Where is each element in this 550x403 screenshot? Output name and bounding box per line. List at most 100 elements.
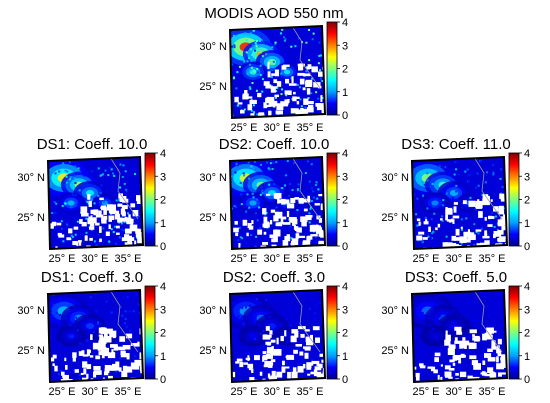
colorbar [326,21,338,116]
panel-title: DS2: Coeff. 10.0 [219,136,330,153]
map-panel-6: DS2: Coeff. 3.0 30° N 25° N 25° E 30° E 35° E… [182,266,365,400]
map-svg: DS3: Coeff. 5.0 30° N 25° N 25° E 30° E 35° E… [381,269,530,398]
lon-tick: 25° E [412,386,439,398]
map-panel-7: DS3: Coeff. 5.0 30° N 25° N 25° E 30° E 35° E… [364,266,547,400]
panel-title: DS3: Coeff. 5.0 [405,269,507,286]
map-border [410,155,509,251]
colorbar-tick: 4 [524,281,530,293]
aod-field [412,290,507,382]
lat-tick: 25° N [381,212,409,224]
lat-tick: 25° N [17,345,45,357]
colorbar-tick: 2 [524,195,530,207]
colorbar [508,285,520,380]
lat-tick: 30° N [381,172,409,184]
lon-tick: 25° E [230,253,257,265]
panel-title: DS1: Coeff. 10.0 [37,136,148,153]
map-border [228,24,327,120]
panel-title: DS1: Coeff. 3.0 [41,269,143,286]
colorbar [144,152,156,247]
lat-tick: 30° N [199,172,227,184]
lon-tick: 30° E [263,386,290,398]
colorbar-tick: 2 [160,195,166,207]
colorbar-tick: 2 [342,195,348,207]
colorbar-tick: 0 [524,374,530,386]
lat-tick: 30° N [17,305,45,317]
map-border [46,155,145,251]
lon-tick: 30° E [445,253,472,265]
map-panel-3: DS2: Coeff. 10.0 30° N 25° N 25° E 30° E 35° … [182,133,365,267]
lon-tick: 25° E [230,122,257,134]
lon-tick: 35° E [296,386,323,398]
aod-field [230,290,325,382]
lat-tick: 30° N [199,41,227,53]
map-svg: DS3: Coeff. 11.0 30° N 25° N 25° E 30° E 35° … [381,136,530,265]
colorbar-tick: 1 [160,351,166,363]
lon-tick: 30° E [81,253,108,265]
lat-tick: 25° N [381,345,409,357]
colorbar-tick: 4 [524,148,530,160]
lat-tick: 30° N [199,305,227,317]
colorbar [508,152,520,247]
colorbar-tick: 0 [342,374,348,386]
map-border [228,155,327,251]
colorbar-tick: 0 [160,374,166,386]
map-svg: DS2: Coeff. 3.0 30° N 25° N 25° E 30° E 35° E… [199,269,348,398]
colorbar-tick: 3 [160,171,166,183]
lon-tick: 30° E [445,386,472,398]
colorbar-tick: 3 [342,40,348,52]
panel-title: DS3: Coeff. 11.0 [401,136,511,153]
map-border [228,288,327,384]
lat-tick: 30° N [17,172,45,184]
aod-field [48,290,143,382]
panel-title: MODIS AOD 550 nm [204,5,343,22]
colorbar-tick: 2 [160,328,166,340]
lon-tick: 35° E [296,253,323,265]
colorbar-tick: 3 [342,171,348,183]
colorbar-tick: 0 [342,110,348,122]
lon-tick: 35° E [478,253,505,265]
map-svg: DS1: Coeff. 10.0 30° N 25° N 25° E 30° E 35° … [17,136,166,265]
colorbar-tick: 3 [342,304,348,316]
lon-tick: 25° E [412,253,439,265]
colorbar-tick: 2 [524,328,530,340]
colorbar-tick: 1 [342,218,348,230]
lon-tick: 35° E [114,253,141,265]
lon-tick: 30° E [81,386,108,398]
colorbar-tick: 4 [342,281,348,293]
colorbar-tick: 3 [160,304,166,316]
lat-tick: 25° N [17,212,45,224]
lat-tick: 25° N [199,345,227,357]
lon-tick: 30° E [263,253,290,265]
lon-tick: 35° E [114,386,141,398]
map-border [410,288,509,384]
lon-tick: 25° E [230,386,257,398]
lat-tick: 25° N [199,81,227,93]
colorbar-tick: 3 [524,171,530,183]
lon-tick: 25° E [48,253,75,265]
aod-field [230,26,325,118]
colorbar-tick: 1 [524,351,530,363]
lon-tick: 35° E [296,122,323,134]
map-border [46,288,145,384]
colorbar-tick: 4 [160,281,166,293]
colorbar-tick: 1 [160,218,166,230]
colorbar-tick: 2 [342,328,348,340]
aod-field [230,157,325,249]
colorbar [144,285,156,380]
colorbar-tick: 0 [524,241,530,253]
colorbar-tick: 1 [342,87,348,99]
aod-field [48,157,143,249]
colorbar-tick: 4 [160,148,166,160]
map-svg: DS1: Coeff. 3.0 30° N 25° N 25° E 30° E 35° E… [17,269,166,398]
colorbar-tick: 4 [342,17,348,29]
map-panel-1: MODIS AOD 550 nm 30° N 25° N 25° E 30° E 35° … [182,2,365,136]
colorbar-tick: 4 [342,148,348,160]
colorbar-tick: 3 [524,304,530,316]
colorbar [326,285,338,380]
map-panel-5: DS1: Coeff. 3.0 30° N 25° N 25° E 30° E 35° E… [0,266,183,400]
colorbar-tick: 0 [342,241,348,253]
map-svg: DS2: Coeff. 10.0 30° N 25° N 25° E 30° E 35° … [199,136,348,265]
panel-title: DS2: Coeff. 3.0 [223,269,325,286]
lat-tick: 30° N [381,305,409,317]
map-svg: MODIS AOD 550 nm 30° N 25° N 25° E 30° E 35° … [199,5,348,134]
